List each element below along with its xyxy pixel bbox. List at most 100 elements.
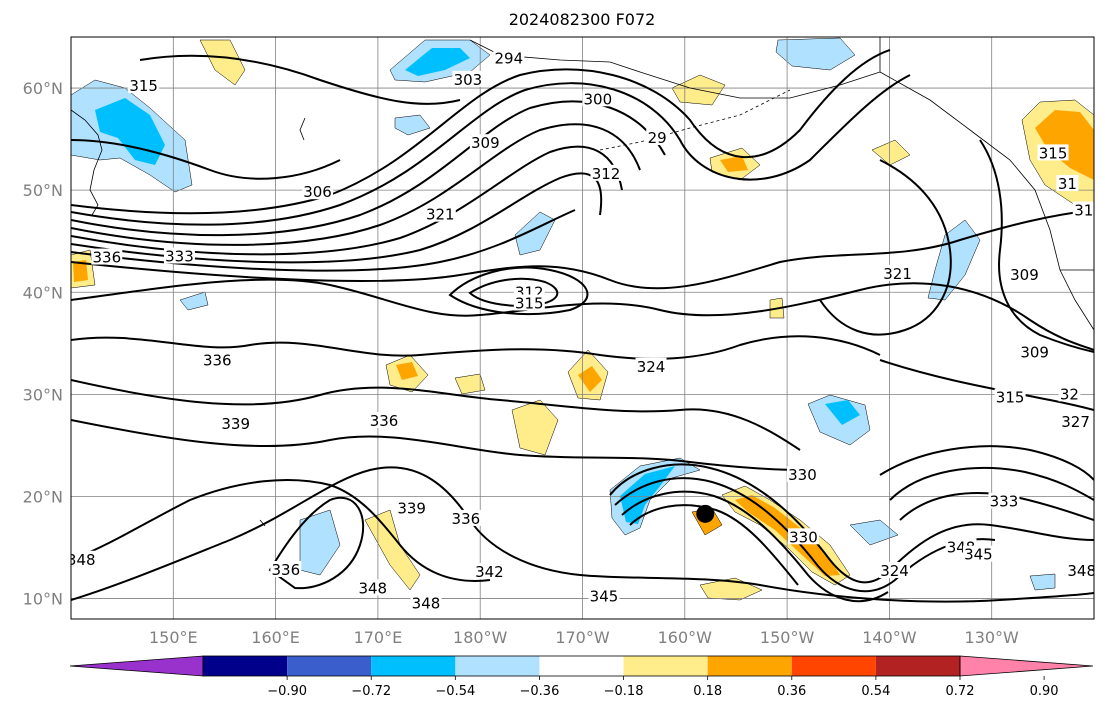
contour-label-bg bbox=[1037, 144, 1069, 161]
y-tick-label: 30°N bbox=[23, 385, 63, 404]
x-tick-label: 160°W bbox=[658, 628, 713, 647]
contour-label: 294 bbox=[495, 49, 524, 67]
y-axis-ticks: 10°N 20°N 30°N 40°N 50°N 60°N bbox=[23, 79, 63, 609]
contour-label-group: 336 bbox=[270, 560, 302, 579]
contour-label-bg bbox=[1072, 201, 1094, 218]
contour-label-group: 339 bbox=[396, 499, 428, 518]
contour-label-group: 327 bbox=[1060, 412, 1092, 431]
colorbar-extend-low bbox=[69, 655, 204, 677]
negative-anomaly-region bbox=[405, 48, 470, 76]
contour-label: 306 bbox=[303, 183, 332, 201]
contour-label: 336 bbox=[203, 352, 232, 370]
contour-label-group: 342 bbox=[473, 563, 505, 581]
contour-line bbox=[819, 159, 952, 336]
contour-label-bg bbox=[787, 528, 819, 545]
contour-label: 339 bbox=[221, 415, 250, 433]
contour-line bbox=[71, 479, 491, 582]
contour-label: 333 bbox=[165, 248, 194, 266]
contour-label-bg bbox=[270, 560, 302, 577]
contour-line bbox=[448, 266, 589, 316]
negative-anomaly-region bbox=[1029, 573, 1056, 591]
x-tick-label: 150°W bbox=[760, 628, 815, 647]
contour-label: 32 bbox=[1060, 385, 1079, 403]
contour-label-group: 333 bbox=[988, 492, 1020, 511]
contour-label-bg bbox=[1008, 265, 1040, 282]
island-dot bbox=[259, 519, 266, 527]
negative-anomaly-region bbox=[179, 291, 209, 311]
contour-label-group: 309 bbox=[1019, 343, 1051, 362]
contour-label-group: 336 bbox=[201, 351, 233, 370]
contour-label-bg bbox=[220, 414, 252, 431]
coastline-north-america bbox=[879, 71, 1094, 331]
positive-anomaly-region bbox=[454, 373, 486, 395]
negative-anomaly-region bbox=[514, 211, 556, 256]
contour-label: 324 bbox=[637, 358, 666, 376]
contour-label-bg bbox=[163, 247, 195, 264]
contour-label-group: 324 bbox=[879, 562, 911, 580]
contour-label-bg bbox=[424, 205, 456, 222]
contour-label-bg bbox=[590, 164, 622, 181]
contour-label: 300 bbox=[584, 90, 613, 108]
contour-label: 324 bbox=[880, 562, 909, 580]
contour-label-group: 348 bbox=[410, 594, 442, 613]
colorbar-tick-label: 0.18 bbox=[693, 684, 722, 699]
colorbar-segment bbox=[707, 656, 792, 676]
negative-anomaly-region bbox=[825, 400, 860, 425]
contour-label-group: 324 bbox=[635, 357, 667, 376]
contour-line bbox=[879, 445, 1094, 481]
contour-label-bg bbox=[91, 248, 123, 265]
contour-label: 345 bbox=[590, 588, 619, 606]
positive-anomaly-region bbox=[73, 260, 88, 282]
colorbar-outline bbox=[202, 655, 961, 677]
contour-label: 31 bbox=[1058, 175, 1077, 193]
contour-label: 336 bbox=[370, 412, 399, 430]
x-tick-label: 160°E bbox=[251, 628, 300, 647]
contour-label-bg bbox=[357, 579, 389, 596]
coastline-kamchatka bbox=[71, 109, 103, 216]
contour-label-group: 339 bbox=[220, 414, 252, 433]
contour-label-bg bbox=[882, 264, 914, 281]
colorbar-segment bbox=[371, 656, 456, 676]
contour-label: 29 bbox=[648, 129, 667, 147]
contour-label-bg bbox=[450, 509, 482, 526]
y-tick-label: 50°N bbox=[23, 181, 63, 200]
contour-label-group: 336 bbox=[91, 248, 123, 267]
contour-label-bg bbox=[786, 466, 818, 483]
contour-label-bg bbox=[493, 49, 525, 66]
contour-line bbox=[71, 419, 801, 471]
contour-label-bg bbox=[1060, 412, 1092, 429]
contour-label-group: 309 bbox=[469, 134, 501, 152]
contour-line bbox=[71, 278, 1094, 351]
x-tick-label: 170°E bbox=[354, 628, 403, 647]
contour-label-bg bbox=[962, 545, 994, 562]
contour-label-bg bbox=[396, 499, 428, 516]
location-marker bbox=[696, 504, 715, 523]
contour-label-bg bbox=[1058, 385, 1081, 402]
colorbar-tick-label: −0.72 bbox=[351, 684, 391, 699]
contour-label-group: 333 bbox=[163, 247, 195, 266]
positive-anomaly-region bbox=[720, 156, 748, 172]
contour-label-group: 315 bbox=[513, 294, 545, 312]
colorbar-segment bbox=[539, 656, 624, 676]
contour-line bbox=[139, 54, 461, 105]
coastlines bbox=[71, 37, 1094, 527]
contour-label: 309 bbox=[471, 134, 500, 152]
positive-anomaly-region bbox=[735, 495, 840, 576]
contour-label-group: 300 bbox=[582, 90, 614, 108]
contour-label-group: 348 bbox=[357, 579, 389, 597]
colorbar-segment bbox=[875, 656, 960, 676]
contour-label-group: 303 bbox=[452, 70, 484, 89]
map-title: 2024082300 F072 bbox=[509, 10, 656, 29]
contour-label-group: 348 bbox=[71, 550, 97, 569]
contour-label-group: 32 bbox=[1058, 385, 1081, 403]
contour-label-group: 321 bbox=[882, 264, 914, 283]
contour-label-bg bbox=[368, 411, 400, 428]
colorbar-tick-label: 0.72 bbox=[946, 684, 975, 699]
contour-line bbox=[614, 477, 996, 593]
contour-label-bg bbox=[452, 70, 484, 87]
x-tick-label: 150°E bbox=[149, 628, 198, 647]
contour-label-group: 345 bbox=[588, 587, 620, 606]
contour-label: 348 bbox=[412, 595, 441, 613]
